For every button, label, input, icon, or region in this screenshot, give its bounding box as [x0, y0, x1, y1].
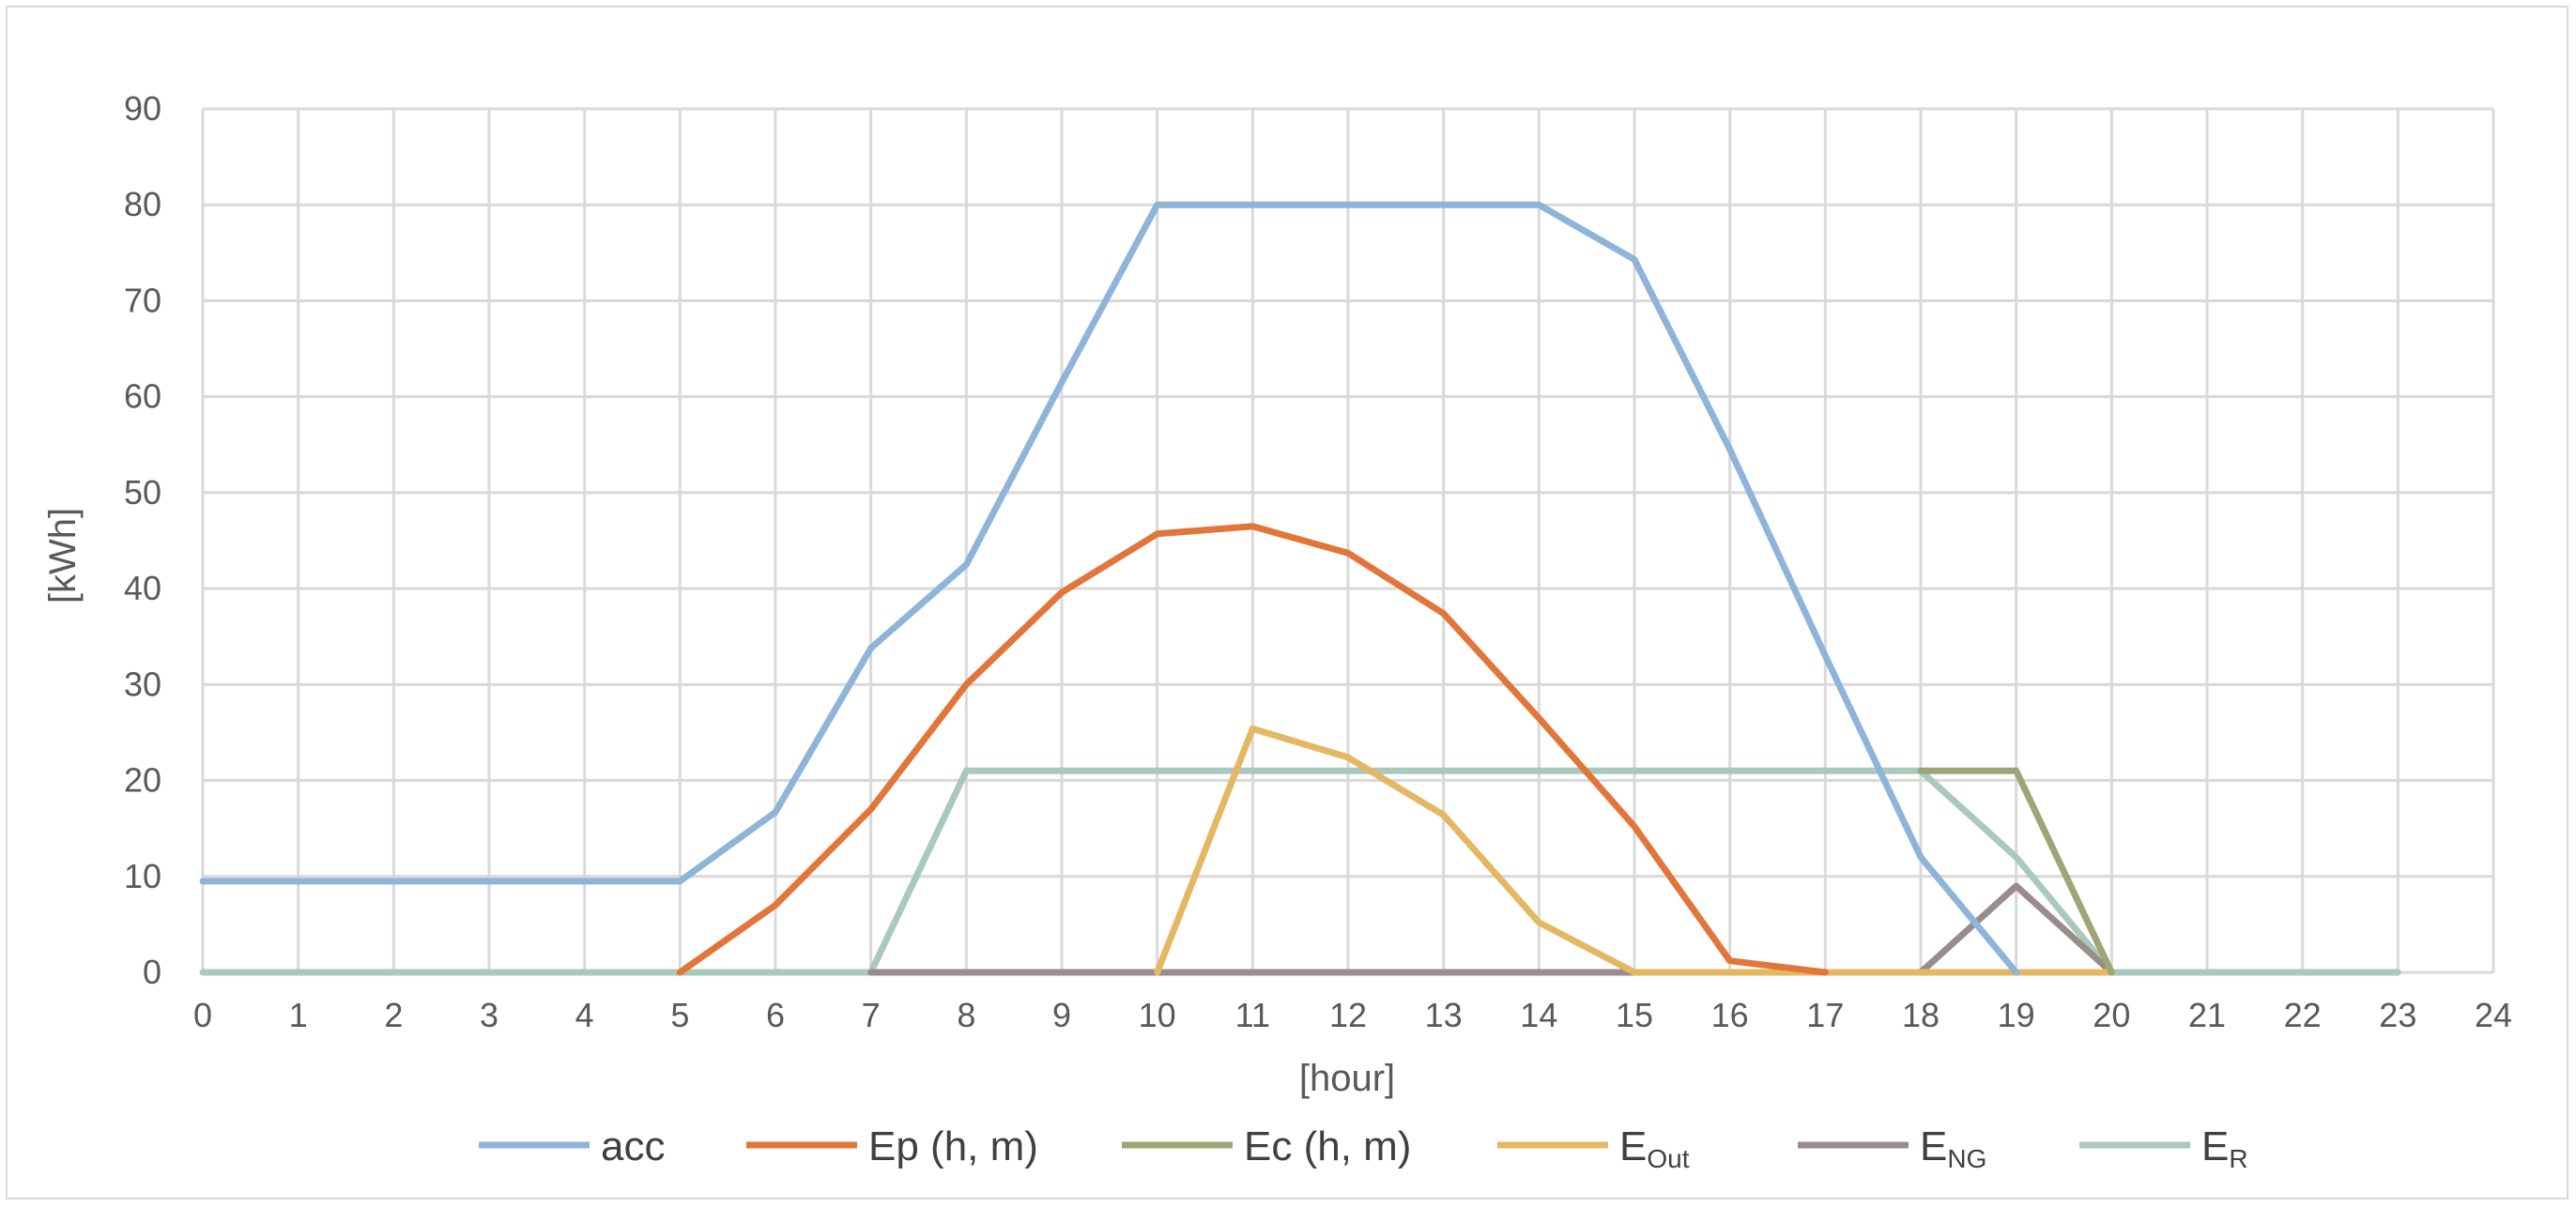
y-tick-label: 50 [124, 473, 161, 512]
x-tick-label: 2 [384, 996, 403, 1034]
legend-label-main: Ec (h, m) [1244, 1123, 1411, 1169]
legend-label-subscript: R [2229, 1144, 2247, 1173]
x-tick-label: 5 [670, 996, 689, 1034]
x-tick-label: 1 [289, 996, 308, 1034]
x-tick-label: 16 [1711, 996, 1749, 1034]
y-tick-label: 60 [124, 377, 161, 416]
y-tick-label: 20 [124, 761, 161, 800]
x-axis-title: [hour] [1299, 1058, 1395, 1099]
series-line-er [199, 767, 2401, 976]
x-tick-label: 4 [575, 996, 594, 1034]
legend-label-eng: ENG [1920, 1123, 1986, 1173]
x-tick-label: 13 [1425, 996, 1463, 1034]
legend-label-main: E [2201, 1123, 2229, 1169]
y-tick-label: 90 [124, 89, 161, 128]
x-tick-label: 21 [2188, 996, 2226, 1034]
y-tick-labels: 0 10 20 30 40 50 60 70 80 90 [124, 89, 161, 991]
x-tick-label: 3 [480, 996, 498, 1034]
series-line-ec-h-m [1917, 767, 2115, 976]
legend-label-acc: acc [601, 1123, 665, 1169]
series-line-eng [867, 882, 2115, 976]
x-tick-label: 24 [2475, 996, 2512, 1034]
y-tick-label: 80 [124, 185, 161, 223]
y-tick-label: 0 [143, 953, 161, 991]
x-tick-label: 23 [2379, 996, 2416, 1034]
series-line-ep-h-m [676, 523, 1829, 976]
legend-label-subscript: Out [1647, 1144, 1689, 1173]
x-tick-label: 7 [862, 996, 881, 1034]
x-tick-label: 11 [1235, 996, 1270, 1034]
x-tick-label: 18 [1902, 996, 1940, 1034]
legend-label-eout: EOut [1619, 1123, 1690, 1173]
x-tick-label: 8 [957, 996, 975, 1034]
legend-label-main: E [1619, 1123, 1647, 1169]
grid-lines [201, 107, 2495, 974]
x-tick-label: 19 [1998, 996, 2035, 1034]
legend: acc Ep (h, m) Ec (h, m) EOut ENG ER [479, 1123, 2248, 1173]
y-axis-title: [kWh] [42, 508, 84, 604]
x-tick-label: 9 [1052, 996, 1071, 1034]
y-tick-label: 70 [124, 281, 161, 319]
x-tick-label: 17 [1806, 996, 1844, 1034]
legend-label-ep-h-m: Ep (h, m) [868, 1123, 1038, 1169]
series-line-eout [1154, 725, 2115, 976]
legend-label-main: acc [601, 1123, 665, 1169]
x-tick-label: 6 [766, 996, 785, 1034]
legend-label-subscript: NG [1947, 1144, 1986, 1173]
legend-label-main: Ep (h, m) [868, 1123, 1038, 1169]
legend-label-er: ER [2201, 1123, 2248, 1173]
x-tick-label: 22 [2284, 996, 2322, 1034]
legend-label-main: E [1920, 1123, 1947, 1169]
x-tick-labels: 0 1 2 3 4 5 6 7 8 9 10 11 12 13 14 15 16 17 18 19 20 21 22 23 24 [193, 996, 2512, 1034]
x-tick-label: 20 [2093, 996, 2130, 1034]
series-lines [199, 201, 2401, 976]
x-tick-label: 10 [1139, 996, 1176, 1034]
y-tick-label: 30 [124, 665, 161, 703]
x-tick-label: 12 [1329, 996, 1367, 1034]
legend-label-ec-h-m: Ec (h, m) [1244, 1123, 1411, 1169]
x-tick-label: 15 [1616, 996, 1653, 1034]
y-tick-label: 40 [124, 569, 161, 607]
x-tick-label: 0 [193, 996, 212, 1034]
x-tick-label: 14 [1520, 996, 1557, 1034]
y-tick-label: 10 [124, 857, 161, 895]
series-line-acc [199, 201, 2020, 976]
